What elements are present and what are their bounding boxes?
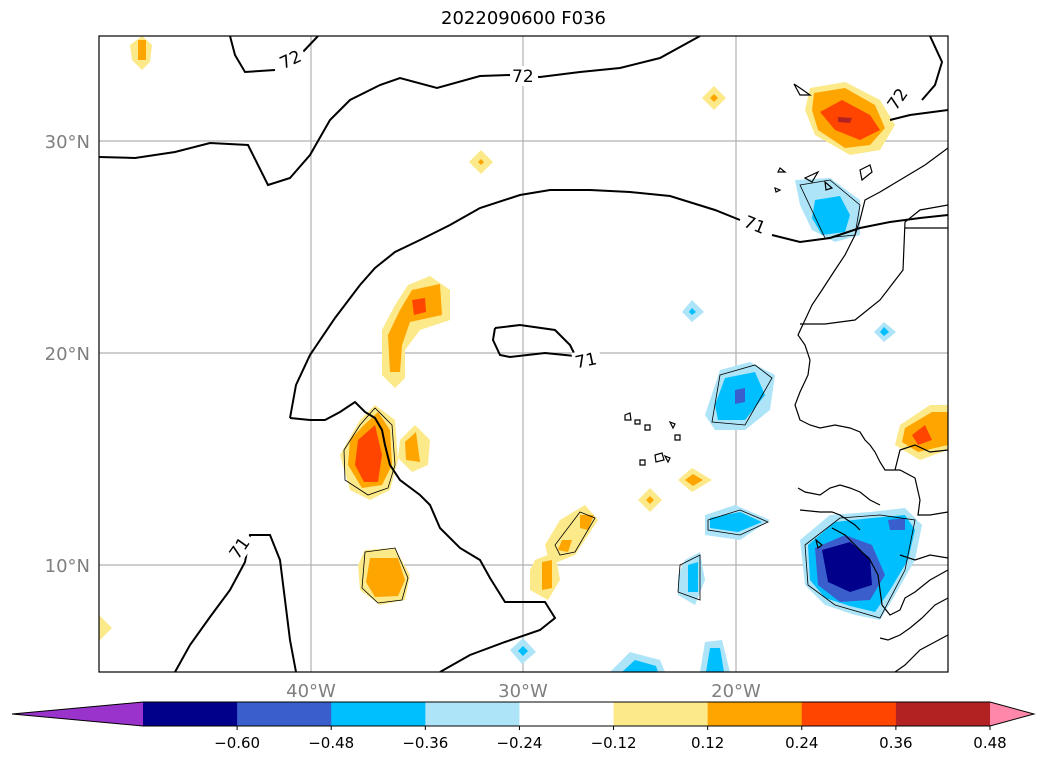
blob-neg bbox=[622, 660, 658, 672]
colorbar-tick-label: 0.24 bbox=[785, 734, 818, 752]
colorbar-extend-low bbox=[12, 702, 143, 726]
map-frame bbox=[98, 35, 949, 673]
colorbar-segment bbox=[613, 702, 709, 726]
colorbar-segment bbox=[519, 702, 615, 726]
map-title: 2022090600 F036 bbox=[441, 8, 606, 29]
negative-anomalies bbox=[510, 178, 922, 672]
lat-tick-label: 30°N bbox=[45, 132, 90, 153]
colorbar-tick-label: 0.36 bbox=[879, 734, 912, 752]
colorbar-segment bbox=[331, 702, 426, 726]
colorbar-outline bbox=[11, 701, 1036, 727]
axis-labels: 40°W 30°W 20°W 30°N 20°N 10°N bbox=[45, 132, 761, 702]
contour-label: 71 bbox=[573, 349, 598, 373]
blob-pos bbox=[580, 515, 594, 530]
blob-neg bbox=[888, 518, 905, 530]
blob-pos bbox=[912, 425, 932, 445]
blob-pos bbox=[99, 616, 112, 640]
blob-pos bbox=[405, 432, 420, 462]
blob-pos bbox=[838, 117, 852, 123]
lat-tick-label: 10°N bbox=[45, 556, 90, 577]
blob-neg bbox=[688, 562, 698, 592]
colorbar-tick-label: −0.12 bbox=[591, 734, 637, 752]
blob-neg bbox=[812, 196, 850, 235]
colorbar-tick-label: −0.48 bbox=[308, 734, 354, 752]
colorbar-segment bbox=[801, 702, 897, 726]
blob-neg bbox=[518, 646, 528, 656]
blob-neg bbox=[880, 327, 889, 336]
blob-pos bbox=[646, 496, 654, 504]
colorbar-segment bbox=[895, 702, 991, 726]
anomaly-outlines bbox=[343, 179, 916, 619]
colorbar-tick-label: −0.60 bbox=[214, 734, 260, 752]
colorbar-segment bbox=[143, 702, 238, 726]
colorbar-tick-label: −0.36 bbox=[402, 734, 448, 752]
blob-pos bbox=[478, 159, 484, 165]
blob-pos bbox=[366, 558, 405, 597]
colorbar-tick-label: −0.24 bbox=[496, 734, 542, 752]
blob-pos bbox=[388, 284, 442, 372]
colorbar-segment bbox=[425, 702, 520, 726]
height-contours bbox=[99, 36, 948, 672]
blob-pos bbox=[542, 560, 552, 590]
blob-neg bbox=[710, 512, 762, 532]
blob-pos bbox=[412, 298, 426, 315]
colorbar: −0.60 −0.48 −0.36 −0.24 −0.12 0.12 0.24 0.36 0.4… bbox=[11, 701, 1036, 752]
colorbar-segment bbox=[237, 702, 332, 726]
blob-pos bbox=[138, 40, 146, 60]
colorbar-tick-label: 0.48 bbox=[973, 734, 1006, 752]
blob-pos bbox=[355, 425, 382, 482]
contour-label: 72 bbox=[512, 67, 534, 87]
lon-tick-label: 20°W bbox=[711, 681, 761, 702]
blob-neg bbox=[822, 542, 872, 592]
blob-neg bbox=[706, 648, 724, 672]
blob-neg bbox=[735, 388, 745, 404]
colorbar-extend-high bbox=[990, 702, 1034, 726]
lon-tick-label: 30°W bbox=[498, 681, 548, 702]
blob-pos bbox=[685, 474, 703, 486]
blob-pos bbox=[710, 94, 718, 102]
positive-anomalies bbox=[99, 36, 948, 640]
colorbar-segment bbox=[707, 702, 803, 726]
blob-pos bbox=[558, 540, 572, 552]
colorbar-tick-label: 0.12 bbox=[691, 734, 724, 752]
lon-tick-label: 40°W bbox=[286, 681, 336, 702]
blob-neg bbox=[689, 308, 696, 315]
lat-tick-label: 20°N bbox=[45, 344, 90, 365]
